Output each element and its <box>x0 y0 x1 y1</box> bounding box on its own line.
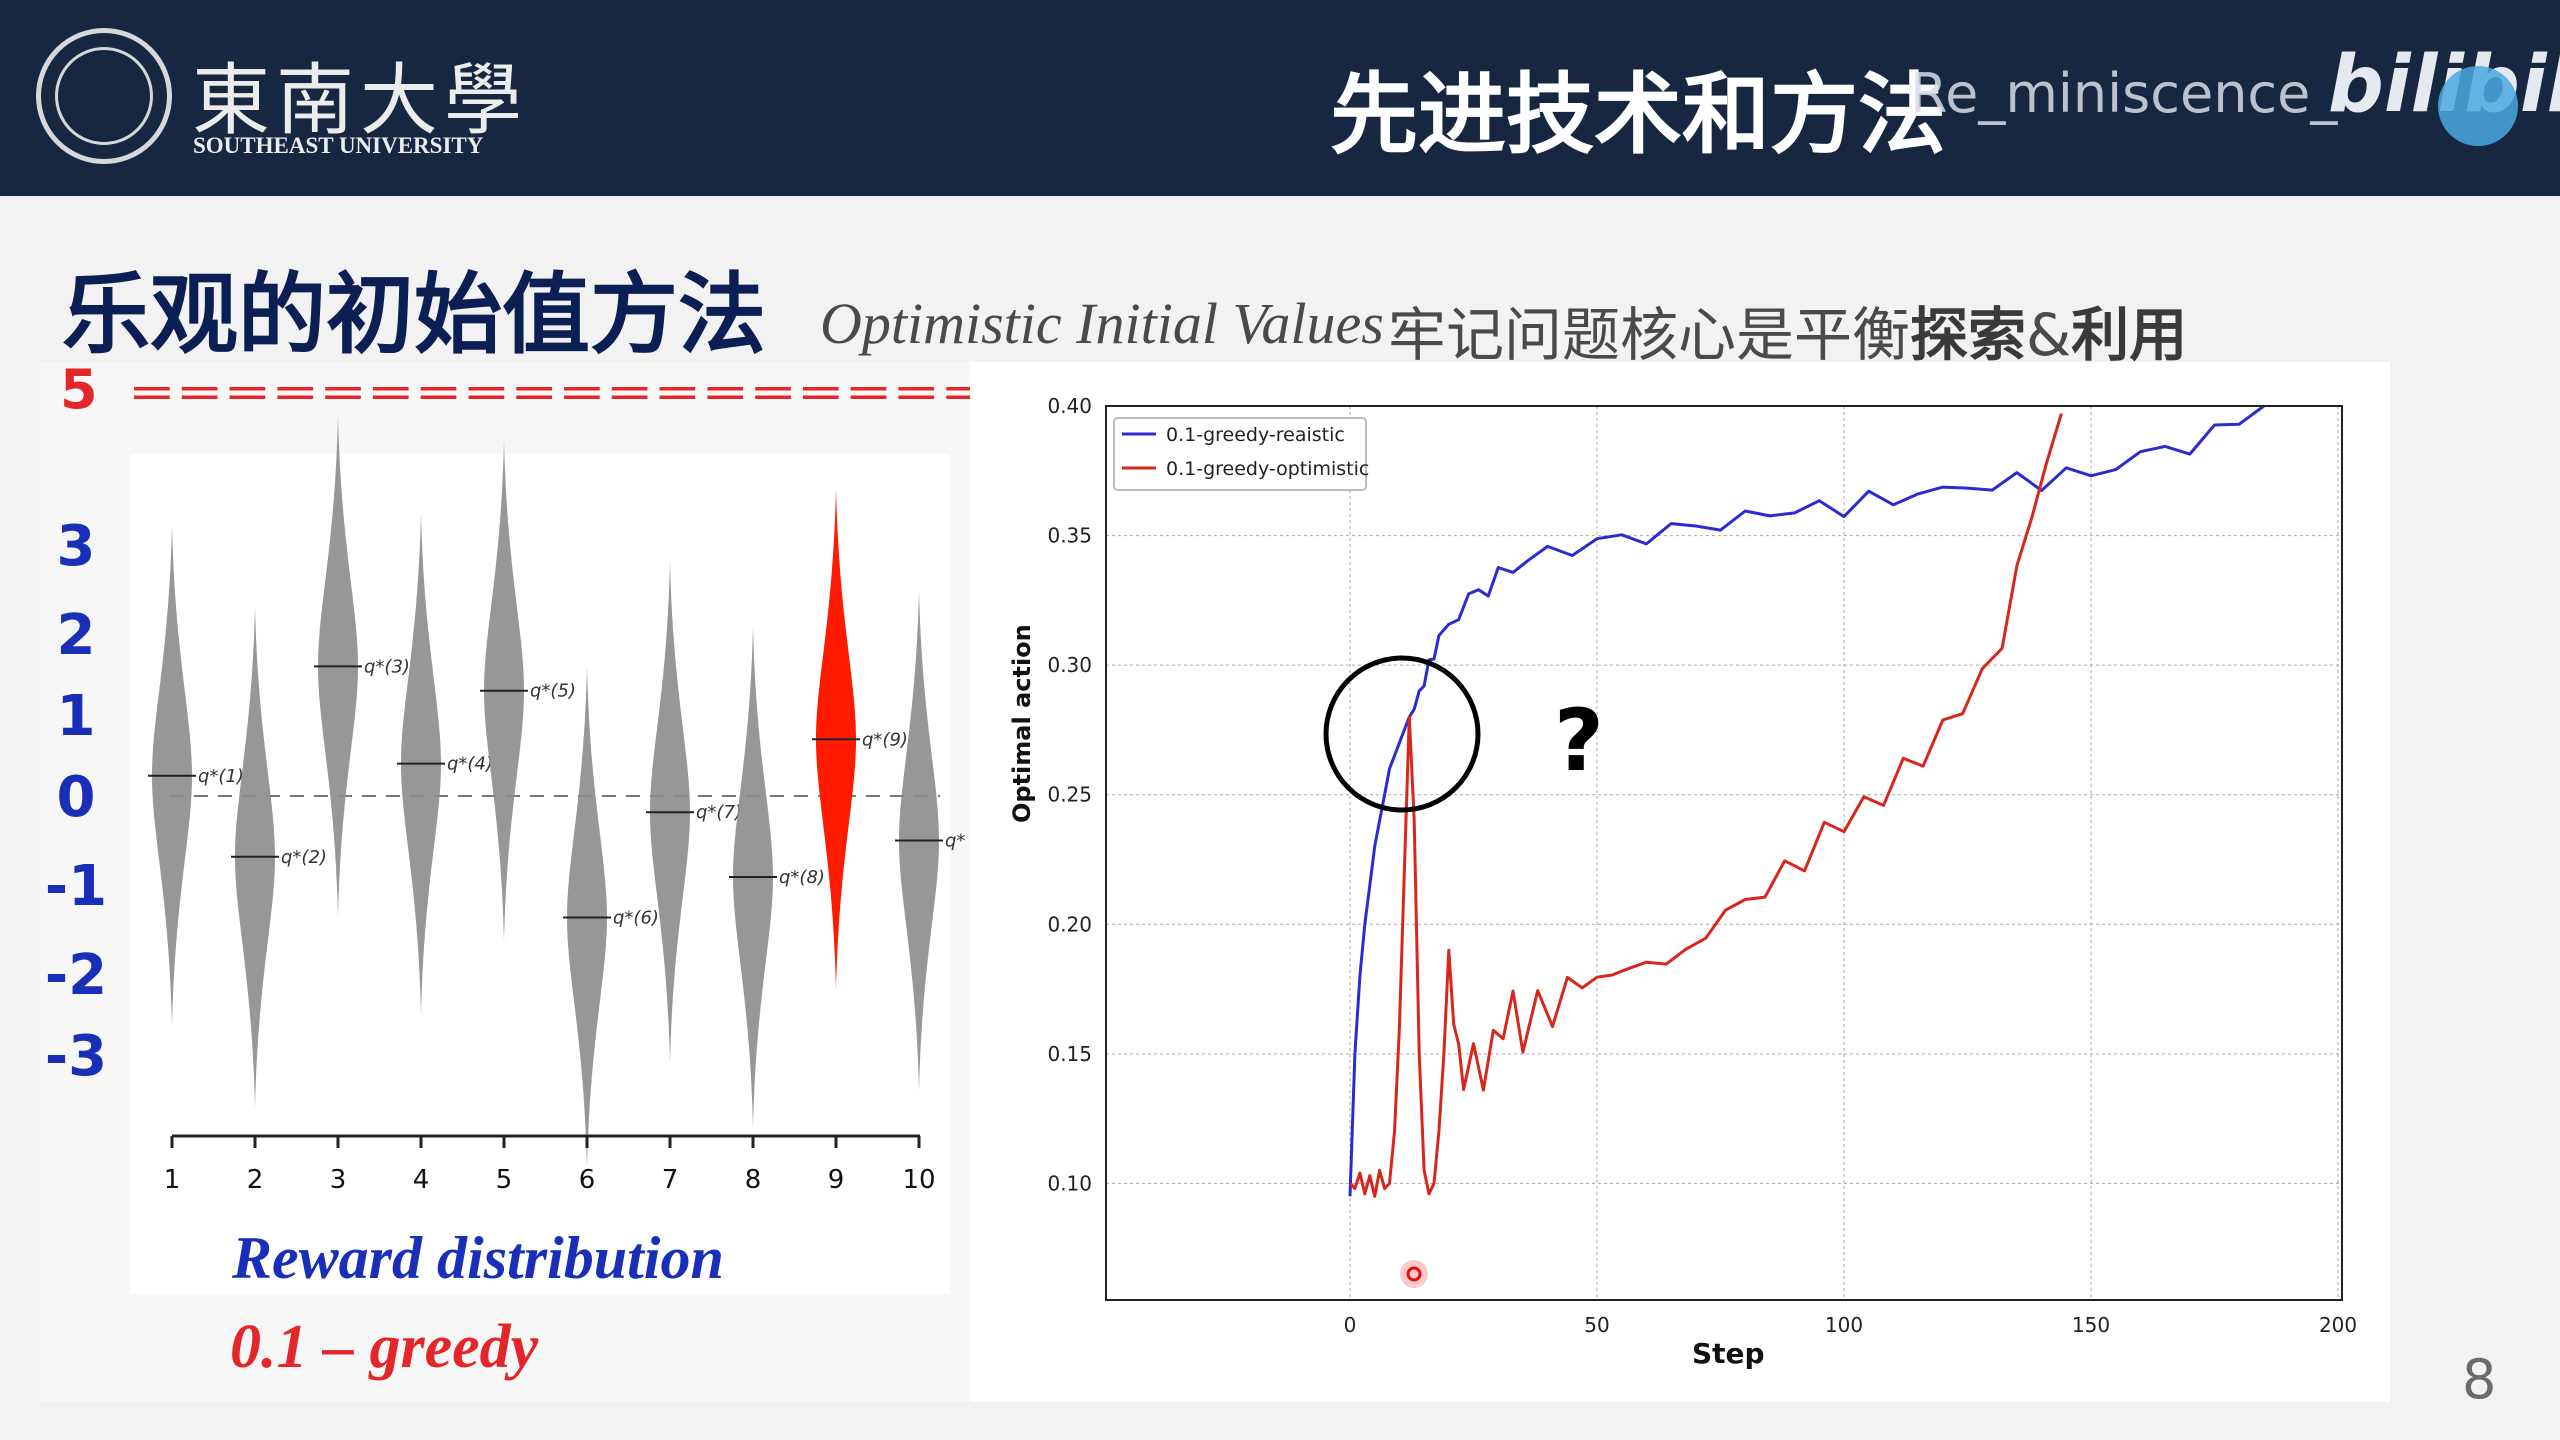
violin-value-label: q*(1) <box>198 766 244 787</box>
violin-value-label: q*(4) <box>447 754 493 775</box>
optimistic-dashed-line: ================== <box>128 367 970 416</box>
violin-value-label: q* <box>945 831 965 852</box>
violin-x-tick-label: 10 <box>902 1165 935 1195</box>
y-tick-label: 0.40 <box>1047 394 1092 418</box>
slide-subtitle-cn: 牢记问题核心是平衡探索&利用 <box>1388 288 2187 372</box>
subtitle-cn-text: 牢记问题核心是平衡 <box>1388 301 1911 369</box>
violin-value-label: q*(8) <box>779 867 825 888</box>
violin-y-tick-label: 3 <box>57 514 96 579</box>
violin-y-tick-label: -1 <box>45 854 107 919</box>
chart-series <box>1348 404 2265 1198</box>
violin-x-tick-label: 5 <box>496 1165 513 1195</box>
chart-grid <box>1106 405 2342 1300</box>
university-seal-icon <box>36 28 172 164</box>
violins: q*(1) q*(2) q*(3) q*(4) q*(5) q*(6) q*(7) q*(8)… <box>148 415 965 1169</box>
violin-x-tick-label: 7 <box>662 1165 679 1195</box>
watermark-username: Re_miniscence_ <box>1910 62 2338 125</box>
violin-value-label: q*(9) <box>862 729 908 750</box>
y-tick-label: 0.20 <box>1047 912 1092 936</box>
chart-y-ticks: 0.10 0.15 0.20 0.25 0.30 0.35 0.40 <box>1047 394 1092 1195</box>
x-tick-label: 50 <box>1584 1313 1609 1337</box>
violin-value-label: q*(6) <box>613 908 659 929</box>
section-title: 先进技术和方法 <box>1330 63 1947 166</box>
optimal-action-panel: 0.10 0.15 0.20 0.25 0.30 0.35 0.40 0 50 100 150 20… <box>970 362 2390 1402</box>
violin-x-tick-label: 6 <box>579 1165 596 1195</box>
legend-box <box>1113 417 1367 491</box>
cursor-dot-icon <box>1406 1266 1422 1282</box>
series-line-realistic <box>1348 404 2265 1197</box>
highlight-circle <box>1323 655 1481 813</box>
reward-distribution-panel: 5 ================== 3 2 1 0 -1 -2 -3 q*(1) q*(… <box>40 362 970 1402</box>
y-tick-label: 0.10 <box>1047 1171 1092 1195</box>
violin-x-ticks: 1 2 3 4 5 6 7 8 9 10 <box>164 1136 936 1195</box>
plot-frame <box>1105 405 2343 1301</box>
x-tick-label: 0 <box>1344 1313 1357 1337</box>
violin-x-tick-label: 2 <box>247 1165 264 1195</box>
y-tick-label: 0.25 <box>1047 783 1092 807</box>
university-name-en: SOUTHEAST UNIVERSITY <box>193 133 484 158</box>
y-tick-label: 0.30 <box>1047 653 1092 677</box>
slide-title: 乐观的初始值方法 <box>62 263 767 366</box>
optimistic-value-label: 5 <box>60 362 98 421</box>
x-tick-label: 150 <box>2072 1313 2110 1337</box>
question-annotation: ? <box>1554 691 1604 791</box>
y-tick-label: 0.15 <box>1047 1042 1092 1066</box>
header-bar: 東南大學 SOUTHEAST UNIVERSITY 先进技术和方法 Re_min… <box>0 0 2560 196</box>
legend-label-optimistic: 0.1-greedy-optimistic <box>1166 458 1369 480</box>
greedy-caption: 0.1 – greedy <box>230 1313 539 1381</box>
page-number: 8 <box>2462 1348 2497 1411</box>
violin-value-label: q*(7) <box>696 802 742 823</box>
legend-label-realistic: 0.1-greedy-reaistic <box>1166 424 1345 446</box>
violin-y-axis: 3 2 1 0 -1 -2 -3 <box>45 514 107 1089</box>
series-line-optimistic <box>1348 413 2063 1198</box>
violin-value-label: q*(5) <box>530 681 576 702</box>
chart-x-ticks: 0 50 100 150 200 <box>1344 1313 2357 1337</box>
violin-value-label: q*(3) <box>364 656 410 677</box>
bilibili-tv-icon <box>2438 66 2518 146</box>
violin-value-label: q*(2) <box>281 847 327 868</box>
violin-x-tick-label: 9 <box>828 1165 845 1195</box>
x-tick-label: 200 <box>2319 1313 2357 1337</box>
chart-legend: 0.1-greedy-reaistic 0.1-greedy-optimisti… <box>1113 417 1369 491</box>
violin-y-tick-label: 1 <box>57 684 96 749</box>
university-name: 東南大學 <box>192 56 529 146</box>
subtitle-explore: 探索 <box>1910 301 2027 369</box>
y-tick-label: 0.35 <box>1047 524 1092 548</box>
violin-x-tick-label: 8 <box>745 1165 762 1195</box>
violin-x-tick-label: 3 <box>330 1165 347 1195</box>
slide-subtitle-en: Optimistic Initial Values <box>820 291 1384 356</box>
subtitle-ampersand: & <box>2026 301 2072 369</box>
subtitle-exploit: 利用 <box>2071 301 2188 369</box>
reward-distribution-caption: Reward distribution <box>232 1225 724 1291</box>
violin-y-tick-label: 2 <box>57 603 96 668</box>
optimal-action-chart: 0.10 0.15 0.20 0.25 0.30 0.35 0.40 0 50 100 150 20… <box>1008 394 2357 1370</box>
violin-y-tick-label: -3 <box>45 1024 107 1089</box>
x-axis-label: Step <box>1692 1337 1765 1370</box>
cursor-highlight-icon <box>1400 1260 1428 1288</box>
violin-y-tick-label: -2 <box>45 943 107 1008</box>
x-tick-label: 100 <box>1825 1313 1863 1337</box>
violin-y-tick-label: 0 <box>57 765 96 830</box>
violin-x-tick-label: 4 <box>413 1165 430 1195</box>
y-axis-label: Optimal action <box>1008 624 1036 823</box>
violin-x-tick-label: 1 <box>164 1165 181 1195</box>
